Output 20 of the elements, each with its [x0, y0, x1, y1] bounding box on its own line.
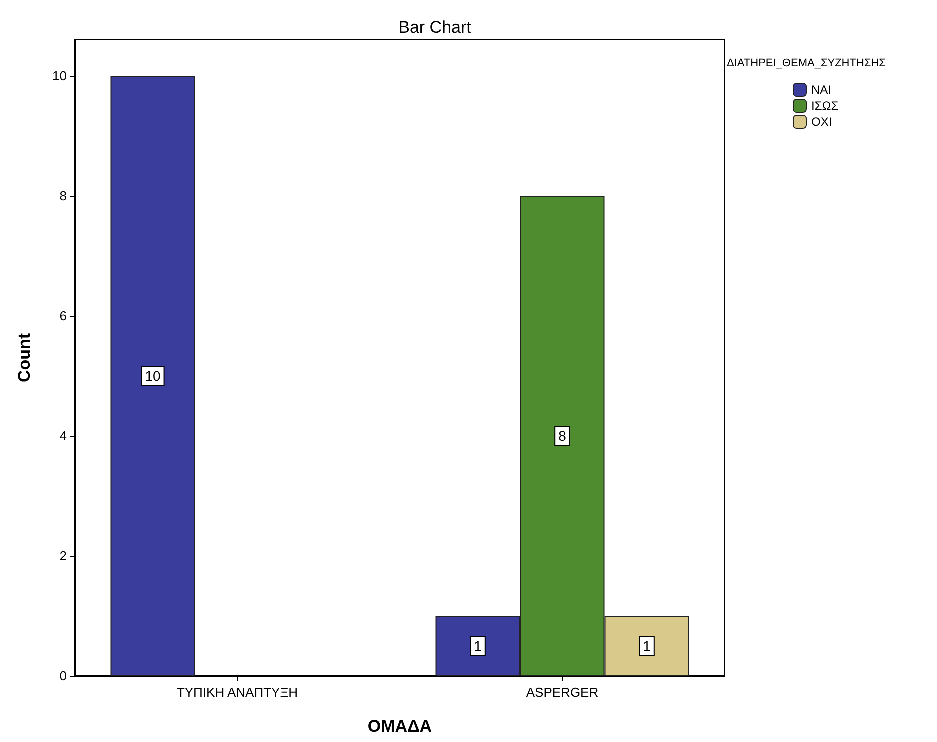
legend-title: ΔΙΑΤΗΡΕΙ_ΘΕΜΑ_ΣΥΖΗΤΗΣΗΣ [727, 58, 886, 70]
legend-label: ΟΧΙ [812, 115, 832, 129]
y-axis-title: Count [15, 333, 34, 383]
x-tick-label: ΤΥΠΙΚΗ ΑΝΑΠΤΥΞΗ [176, 685, 298, 700]
data-label: 1 [474, 638, 482, 654]
data-label: 10 [145, 368, 161, 384]
data-label: 8 [558, 428, 567, 444]
y-tick-label: 0 [60, 668, 67, 684]
y-tick-label: 4 [60, 428, 67, 444]
x-axis-title: ΟΜΑΔΑ [368, 717, 432, 736]
data-label: 1 [643, 638, 652, 654]
x-tick-label: ASPERGER [526, 685, 599, 700]
y-tick-label: 2 [60, 548, 67, 564]
y-tick-label: 6 [60, 308, 67, 324]
legend-label: ΙΣΩΣ [812, 99, 839, 113]
chart-title: Bar Chart [398, 18, 472, 37]
y-tick-label: 10 [52, 68, 67, 84]
y-tick-label: 8 [60, 188, 67, 204]
bar [110, 76, 196, 676]
legend-label: ΝΑΙ [812, 83, 832, 97]
